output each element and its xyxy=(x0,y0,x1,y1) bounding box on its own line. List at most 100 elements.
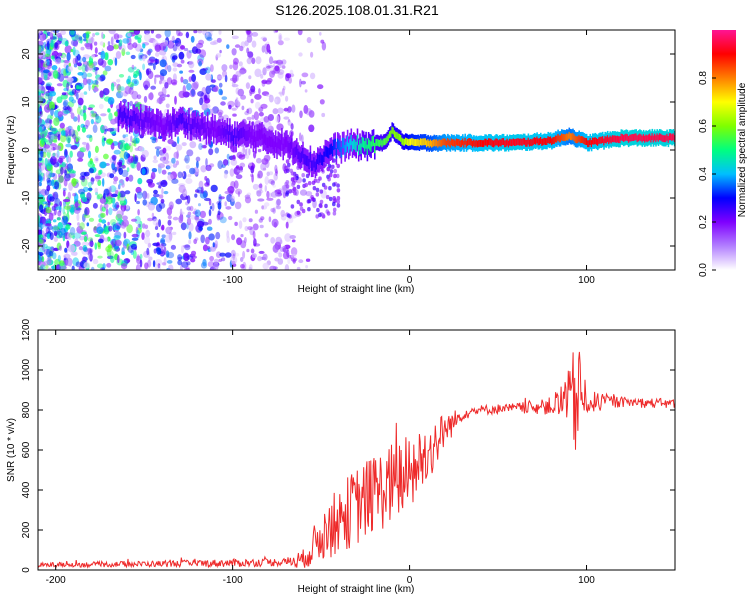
noise-cell xyxy=(327,177,331,182)
y-tick-label: -20 xyxy=(21,238,32,253)
ridge-cell xyxy=(431,140,433,148)
noise-cell xyxy=(162,147,167,154)
ridge-cell xyxy=(414,139,417,146)
ridge-cell xyxy=(438,139,440,147)
noise-cell xyxy=(142,55,146,62)
noise-cell xyxy=(62,54,66,60)
noise-cell xyxy=(38,260,41,266)
ridge-cell xyxy=(165,119,168,130)
ridge-cell xyxy=(564,134,567,142)
ridge-cell xyxy=(672,133,675,141)
ridge-cell xyxy=(409,138,412,146)
noise-cell xyxy=(244,225,249,232)
noise-cell xyxy=(155,203,163,213)
noise-cell xyxy=(161,188,164,195)
noise-cell xyxy=(336,196,341,201)
noise-cell xyxy=(56,264,61,270)
noise-cell xyxy=(127,67,135,73)
noise-cell xyxy=(167,215,172,220)
ridge-cell xyxy=(179,113,182,124)
ridge-cell xyxy=(395,131,397,139)
noise-cell xyxy=(47,267,52,270)
noise-cell xyxy=(209,246,217,252)
noise-cell xyxy=(145,78,150,85)
ridge-cell xyxy=(183,117,185,128)
ridge-cell xyxy=(330,143,333,154)
noise-cell xyxy=(97,193,103,200)
noise-cell xyxy=(105,196,113,205)
noise-cell xyxy=(153,193,160,198)
noise-cell xyxy=(276,205,282,210)
ridge-cell xyxy=(327,147,329,158)
noise-cell xyxy=(167,219,172,226)
ridge-cell xyxy=(453,139,455,146)
noise-cell xyxy=(38,84,42,92)
noise-cell xyxy=(157,163,165,169)
ridge-cell xyxy=(334,138,336,150)
noise-cell xyxy=(128,174,134,182)
noise-cell xyxy=(147,62,154,66)
noise-cell xyxy=(258,183,263,188)
ridge-cell xyxy=(366,144,369,155)
noise-cell xyxy=(206,36,213,42)
noise-cell xyxy=(177,254,183,262)
noise-cell xyxy=(46,248,52,258)
noise-cell xyxy=(45,30,50,34)
noise-cell xyxy=(190,35,195,43)
noise-cell xyxy=(150,136,156,140)
ridge-cell xyxy=(454,140,457,148)
noise-cell xyxy=(49,196,55,202)
ridge-cell xyxy=(567,133,569,141)
ridge-cell xyxy=(291,138,293,149)
noise-cell xyxy=(85,32,90,39)
noise-cell xyxy=(90,176,95,185)
ridge-cell xyxy=(544,138,547,145)
ridge-cell xyxy=(203,123,205,134)
noise-cell xyxy=(152,159,159,164)
noise-cell xyxy=(272,184,276,188)
noise-cell xyxy=(265,65,271,69)
noise-cell xyxy=(218,196,225,200)
noise-cell xyxy=(38,222,44,230)
noise-cell xyxy=(64,40,69,47)
ridge-cell xyxy=(422,138,424,146)
noise-cell xyxy=(77,86,84,90)
snr-frame xyxy=(37,329,676,571)
noise-cell xyxy=(232,57,239,65)
noise-cell xyxy=(48,212,54,221)
ridge-cell xyxy=(428,140,431,148)
ridge-cell xyxy=(146,112,148,123)
noise-cell xyxy=(222,159,229,166)
noise-cell xyxy=(99,90,104,98)
ridge-cell xyxy=(157,115,159,126)
noise-cell xyxy=(299,110,303,119)
y-tick-label: 1200 xyxy=(21,318,32,341)
noise-cell xyxy=(318,212,322,218)
noise-cell xyxy=(110,219,117,226)
ridge-cell xyxy=(345,141,348,153)
noise-cell xyxy=(44,122,51,129)
ridge-cell xyxy=(588,140,590,148)
noise-cell xyxy=(225,206,232,210)
noise-cell xyxy=(291,182,295,187)
x-tick-label: 100 xyxy=(578,275,595,286)
noise-cell xyxy=(116,210,123,219)
noise-cell xyxy=(63,211,67,221)
noise-cell xyxy=(282,251,290,260)
noise-cell xyxy=(162,262,166,266)
noise-cell xyxy=(336,203,341,208)
noise-cell xyxy=(260,103,268,109)
noise-cell xyxy=(156,148,160,157)
noise-cell xyxy=(97,179,102,186)
ridge-cell xyxy=(577,136,579,144)
noise-cell xyxy=(52,219,57,223)
ridge-cell xyxy=(120,107,122,118)
noise-cell xyxy=(104,65,112,72)
noise-cell xyxy=(49,90,56,97)
noise-cell xyxy=(56,40,62,45)
ridge-cell xyxy=(497,140,500,148)
noise-cell xyxy=(139,253,143,260)
noise-cell xyxy=(144,191,148,200)
ridge-cell xyxy=(459,140,462,148)
ridge-cell xyxy=(644,135,646,143)
